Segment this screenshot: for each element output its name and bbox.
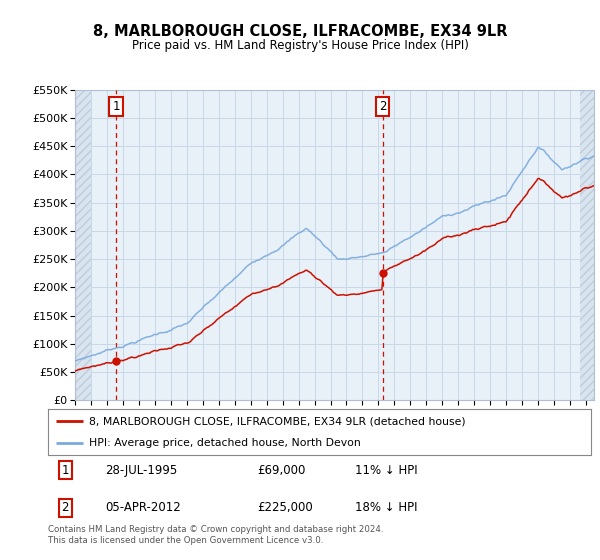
Text: 2: 2 <box>62 501 69 514</box>
Text: 2: 2 <box>379 100 386 113</box>
Text: 8, MARLBOROUGH CLOSE, ILFRACOMBE, EX34 9LR (detached house): 8, MARLBOROUGH CLOSE, ILFRACOMBE, EX34 9… <box>89 416 466 426</box>
Text: 18% ↓ HPI: 18% ↓ HPI <box>355 501 417 514</box>
Bar <box>75 62 91 400</box>
Text: HPI: Average price, detached house, North Devon: HPI: Average price, detached house, Nort… <box>89 438 361 448</box>
Text: Contains HM Land Registry data © Crown copyright and database right 2024.
This d: Contains HM Land Registry data © Crown c… <box>48 525 383 545</box>
Text: 05-APR-2012: 05-APR-2012 <box>105 501 181 514</box>
Text: £69,000: £69,000 <box>257 464 305 477</box>
Text: Price paid vs. HM Land Registry's House Price Index (HPI): Price paid vs. HM Land Registry's House … <box>131 39 469 52</box>
Text: 1: 1 <box>112 100 120 113</box>
Bar <box>580 62 594 400</box>
Text: 11% ↓ HPI: 11% ↓ HPI <box>355 464 418 477</box>
Text: 28-JUL-1995: 28-JUL-1995 <box>105 464 177 477</box>
Text: 8, MARLBOROUGH CLOSE, ILFRACOMBE, EX34 9LR: 8, MARLBOROUGH CLOSE, ILFRACOMBE, EX34 9… <box>93 24 507 39</box>
Text: £225,000: £225,000 <box>257 501 313 514</box>
Text: 1: 1 <box>62 464 69 477</box>
